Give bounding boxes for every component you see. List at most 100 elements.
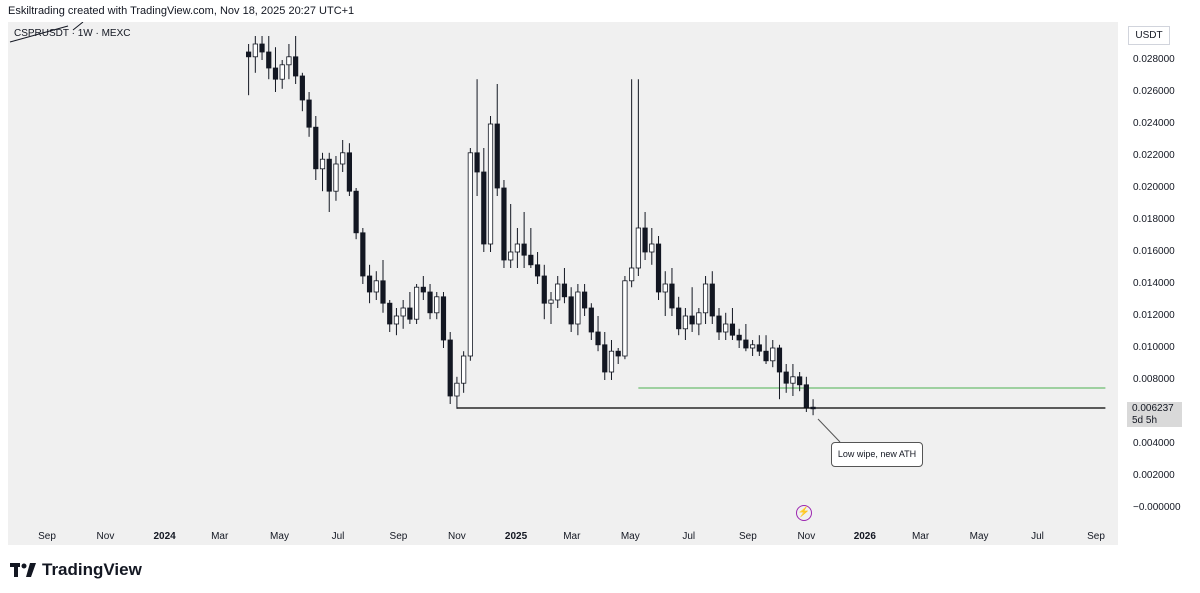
candle[interactable] (723, 312, 729, 340)
candlestick-plot[interactable] (8, 22, 1118, 519)
candle[interactable] (528, 228, 534, 268)
candle[interactable] (501, 180, 507, 268)
candle[interactable] (252, 36, 258, 73)
candle-body (723, 323, 729, 333)
candle[interactable] (387, 300, 393, 332)
candle[interactable] (629, 79, 635, 288)
candle[interactable] (635, 79, 641, 276)
candle[interactable] (676, 296, 682, 336)
candle[interactable] (454, 376, 460, 409)
candle[interactable] (413, 284, 420, 324)
candle[interactable] (440, 292, 447, 348)
candle[interactable] (245, 44, 252, 96)
x-axis-panel[interactable] (8, 519, 1118, 545)
symbol-label[interactable]: CSPRUSDT · 1W · MEXC (14, 28, 131, 39)
brand-name: TradingView (42, 560, 142, 579)
candle[interactable] (487, 116, 494, 252)
candle[interactable] (776, 344, 783, 400)
candle[interactable] (461, 351, 467, 393)
candle[interactable] (313, 116, 319, 180)
candle[interactable] (783, 364, 789, 393)
candle[interactable] (353, 188, 359, 240)
candle[interactable] (803, 376, 809, 412)
candle[interactable] (481, 148, 487, 252)
candle[interactable] (360, 228, 366, 284)
candle[interactable] (763, 335, 769, 364)
candle[interactable] (541, 264, 547, 320)
candle[interactable] (272, 47, 279, 92)
candle[interactable] (306, 92, 312, 137)
candle[interactable] (373, 271, 379, 300)
candle[interactable] (508, 204, 514, 268)
candle[interactable] (790, 364, 796, 396)
candle[interactable] (736, 328, 742, 348)
footer-brand[interactable]: TradingView (10, 560, 142, 580)
trend-line[interactable] (72, 22, 84, 31)
candle[interactable] (770, 340, 776, 368)
candle[interactable] (319, 152, 326, 192)
candle[interactable] (561, 268, 568, 304)
candle[interactable] (427, 284, 433, 320)
candle[interactable] (743, 324, 749, 352)
candle[interactable] (696, 308, 702, 336)
candle[interactable] (568, 287, 574, 332)
candle[interactable] (709, 271, 715, 324)
candle[interactable] (756, 335, 762, 356)
y-tick-label: 0.008000 (1133, 374, 1175, 385)
candle[interactable] (797, 372, 803, 392)
candle[interactable] (467, 148, 473, 361)
candle[interactable] (662, 271, 668, 316)
candle[interactable] (333, 156, 339, 201)
candle[interactable] (575, 284, 581, 336)
candle[interactable] (682, 308, 689, 340)
candle[interactable] (595, 316, 601, 352)
annotation-callout[interactable]: Low wipe, new ATH (831, 442, 923, 467)
candle[interactable] (750, 340, 756, 356)
candle[interactable] (286, 44, 292, 80)
candle[interactable] (266, 36, 272, 80)
candle[interactable] (534, 252, 541, 284)
candle[interactable] (622, 276, 628, 360)
candle[interactable] (407, 292, 413, 324)
candle[interactable] (326, 152, 332, 212)
lightning-icon[interactable]: ⚡ (796, 505, 812, 521)
candle[interactable] (340, 140, 346, 172)
trend-line[interactable] (9, 25, 69, 43)
candle[interactable] (393, 308, 400, 336)
candle[interactable] (608, 340, 615, 380)
candle[interactable] (702, 276, 709, 324)
candle[interactable] (279, 60, 285, 89)
candle[interactable] (615, 348, 621, 364)
candle[interactable] (494, 84, 500, 196)
price-axis-panel[interactable] (1118, 22, 1200, 519)
candle[interactable] (259, 36, 265, 60)
candle[interactable] (400, 300, 406, 329)
candle[interactable] (299, 72, 305, 112)
candle[interactable] (420, 276, 426, 300)
candle[interactable] (642, 212, 648, 260)
candle[interactable] (689, 287, 695, 332)
candle[interactable] (649, 228, 655, 265)
candle[interactable] (514, 228, 521, 268)
candle[interactable] (555, 276, 561, 308)
candle[interactable] (434, 292, 440, 320)
candle[interactable] (582, 284, 588, 316)
currency-unit-button[interactable]: USDT (1128, 26, 1170, 45)
candle[interactable] (602, 332, 608, 380)
candle[interactable] (447, 332, 453, 404)
candle[interactable] (380, 260, 386, 313)
candle[interactable] (588, 303, 594, 340)
candle-body (541, 275, 547, 304)
candle[interactable] (655, 236, 662, 300)
candle[interactable] (521, 212, 527, 268)
candle[interactable] (474, 79, 480, 196)
candle[interactable] (346, 143, 353, 196)
candle[interactable] (366, 264, 373, 304)
candle[interactable] (729, 308, 736, 340)
candle[interactable] (293, 36, 299, 84)
candle[interactable] (548, 292, 554, 324)
candle[interactable] (716, 308, 722, 340)
candle[interactable] (669, 268, 675, 316)
candle[interactable] (810, 399, 816, 416)
chart-area[interactable] (8, 22, 1118, 519)
